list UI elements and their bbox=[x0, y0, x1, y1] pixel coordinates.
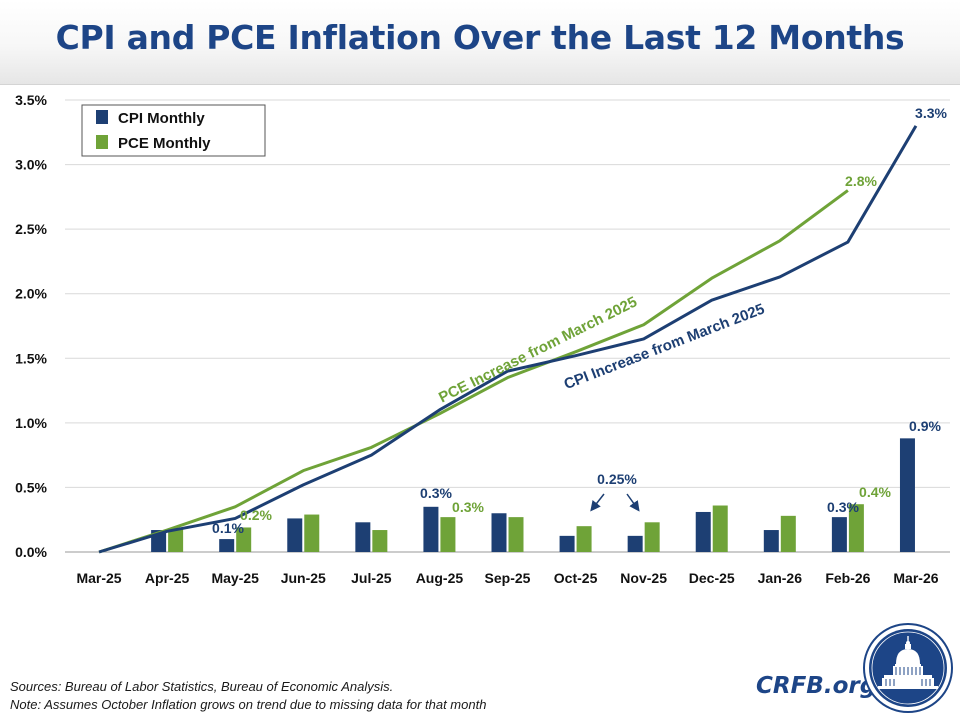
pce-bar bbox=[236, 527, 252, 552]
annotation-label: 0.25% bbox=[597, 471, 637, 487]
cpi-bar bbox=[899, 438, 915, 552]
pce-bar bbox=[848, 504, 864, 552]
x-tick-label: Jun-25 bbox=[281, 570, 326, 586]
cpi-bar bbox=[559, 535, 575, 552]
data-label: 0.1% bbox=[212, 520, 244, 536]
cpi-bar bbox=[287, 518, 303, 552]
pce-bar bbox=[304, 514, 320, 552]
x-tick-label: Jan-26 bbox=[758, 570, 803, 586]
annotation-arrow-left bbox=[590, 493, 605, 512]
x-tick-label: Aug-25 bbox=[416, 570, 464, 586]
note-line: Note: Assumes October Inflation grows on… bbox=[10, 697, 487, 712]
y-tick-label: 2.5% bbox=[15, 221, 47, 237]
y-tick-label: 3.5% bbox=[15, 92, 47, 108]
x-tick-label: Jul-25 bbox=[351, 570, 392, 586]
cpi-bar bbox=[831, 517, 847, 552]
pce-bar bbox=[644, 522, 660, 552]
cpi-bar bbox=[491, 513, 507, 552]
title-bar: CPI and PCE Inflation Over the Last 12 M… bbox=[0, 0, 960, 85]
data-label: 0.3% bbox=[420, 485, 452, 501]
legend-label-pce: PCE Monthly bbox=[118, 135, 211, 152]
y-tick-label: 1.5% bbox=[15, 350, 47, 366]
cpi-bar bbox=[423, 506, 439, 552]
data-label: 0.2% bbox=[240, 507, 272, 523]
x-tick-label: Sep-25 bbox=[485, 570, 531, 586]
legend: CPI Monthly PCE Monthly bbox=[81, 104, 266, 157]
legend-swatch-pce bbox=[96, 135, 108, 149]
y-tick-label: 0.0% bbox=[15, 544, 47, 560]
data-label: 0.4% bbox=[859, 484, 891, 500]
x-tick-label: Mar-25 bbox=[76, 570, 121, 586]
pce-line-label: PCE Increase from March 2025 bbox=[436, 293, 640, 406]
y-tick-label: 1.0% bbox=[15, 415, 47, 431]
sources-line: Sources: Bureau of Labor Statistics, Bur… bbox=[10, 679, 394, 694]
pce-bar bbox=[168, 528, 184, 552]
brand-text[interactable]: CRFB.org bbox=[756, 673, 877, 699]
data-label: 2.8% bbox=[845, 173, 877, 189]
x-tick-label: Feb-26 bbox=[825, 570, 870, 586]
x-tick-label: Apr-25 bbox=[145, 570, 190, 586]
x-tick-label: Oct-25 bbox=[554, 570, 598, 586]
data-label: 0.3% bbox=[827, 499, 859, 515]
cpi-bar bbox=[695, 511, 711, 552]
x-tick-label: Nov-25 bbox=[620, 570, 667, 586]
legend-box bbox=[81, 104, 266, 157]
x-tick-label: Dec-25 bbox=[689, 570, 735, 586]
cpi-bar bbox=[763, 530, 779, 552]
y-tick-label: 2.0% bbox=[15, 286, 47, 302]
cpi-bar bbox=[355, 522, 371, 552]
cpi-cumulative-line bbox=[98, 125, 918, 554]
sources-note: Sources: Bureau of Labor Statistics, Bur… bbox=[10, 678, 486, 714]
cpi-bar bbox=[627, 535, 643, 552]
y-tick-label: 3.0% bbox=[15, 157, 47, 173]
pce-bar bbox=[372, 530, 388, 552]
cpi-bar bbox=[219, 539, 235, 552]
x-tick-label: May-25 bbox=[211, 570, 259, 586]
pce-bar bbox=[440, 517, 456, 552]
x-tick-label: Mar-26 bbox=[893, 570, 938, 586]
legend-swatch-cpi bbox=[96, 110, 108, 124]
page-title: CPI and PCE Inflation Over the Last 12 M… bbox=[55, 18, 905, 57]
legend-label-cpi: CPI Monthly bbox=[118, 110, 205, 127]
pce-bar bbox=[780, 515, 796, 552]
annotation-arrow-right bbox=[626, 493, 640, 512]
data-label: 0.3% bbox=[452, 499, 484, 515]
data-label: 3.3% bbox=[915, 105, 947, 121]
pce-bar bbox=[712, 505, 728, 552]
capitol-dome-seal-icon bbox=[863, 623, 953, 713]
data-label: 0.9% bbox=[909, 418, 941, 434]
pce-cumulative-line bbox=[98, 189, 849, 554]
pce-bar bbox=[508, 517, 524, 552]
y-tick-label: 0.5% bbox=[15, 479, 47, 495]
pce-bar bbox=[576, 526, 592, 552]
